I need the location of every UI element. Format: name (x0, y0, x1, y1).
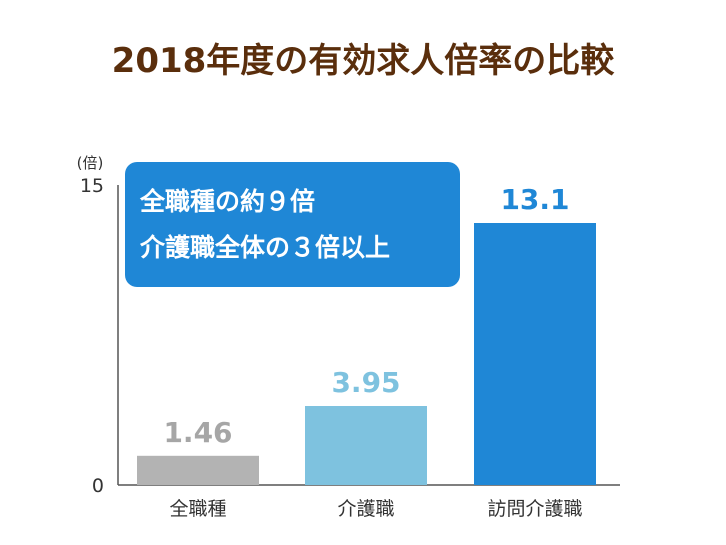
x-category-label: 介護職 (337, 498, 394, 520)
chart-title: 2018年度の有効求人倍率の比較 (112, 41, 616, 81)
bar (474, 223, 596, 485)
bars: 1.46 全職種 3.95 介護職 13.1 訪問介護職 (137, 183, 596, 520)
callout-line-1: 全職種の約９倍 (139, 187, 315, 216)
x-category-label: 全職種 (169, 498, 226, 520)
callout-line-2: 介護職全体の３倍以上 (139, 233, 390, 262)
bar (137, 455, 259, 485)
y-axis-unit-label: (倍) (77, 154, 104, 172)
bar-value-label: 13.1 (500, 183, 569, 216)
bar-value-label: 1.46 (163, 416, 232, 449)
x-category-label: 訪問介護職 (487, 498, 582, 520)
callout-box: 全職種の約９倍 介護職全体の３倍以上 (125, 162, 460, 287)
y-tick-label: 0 (92, 475, 104, 497)
callout-background (125, 162, 460, 287)
y-tick-label: 15 (80, 175, 104, 197)
bar (305, 406, 427, 485)
bar-value-label: 3.95 (331, 366, 400, 399)
